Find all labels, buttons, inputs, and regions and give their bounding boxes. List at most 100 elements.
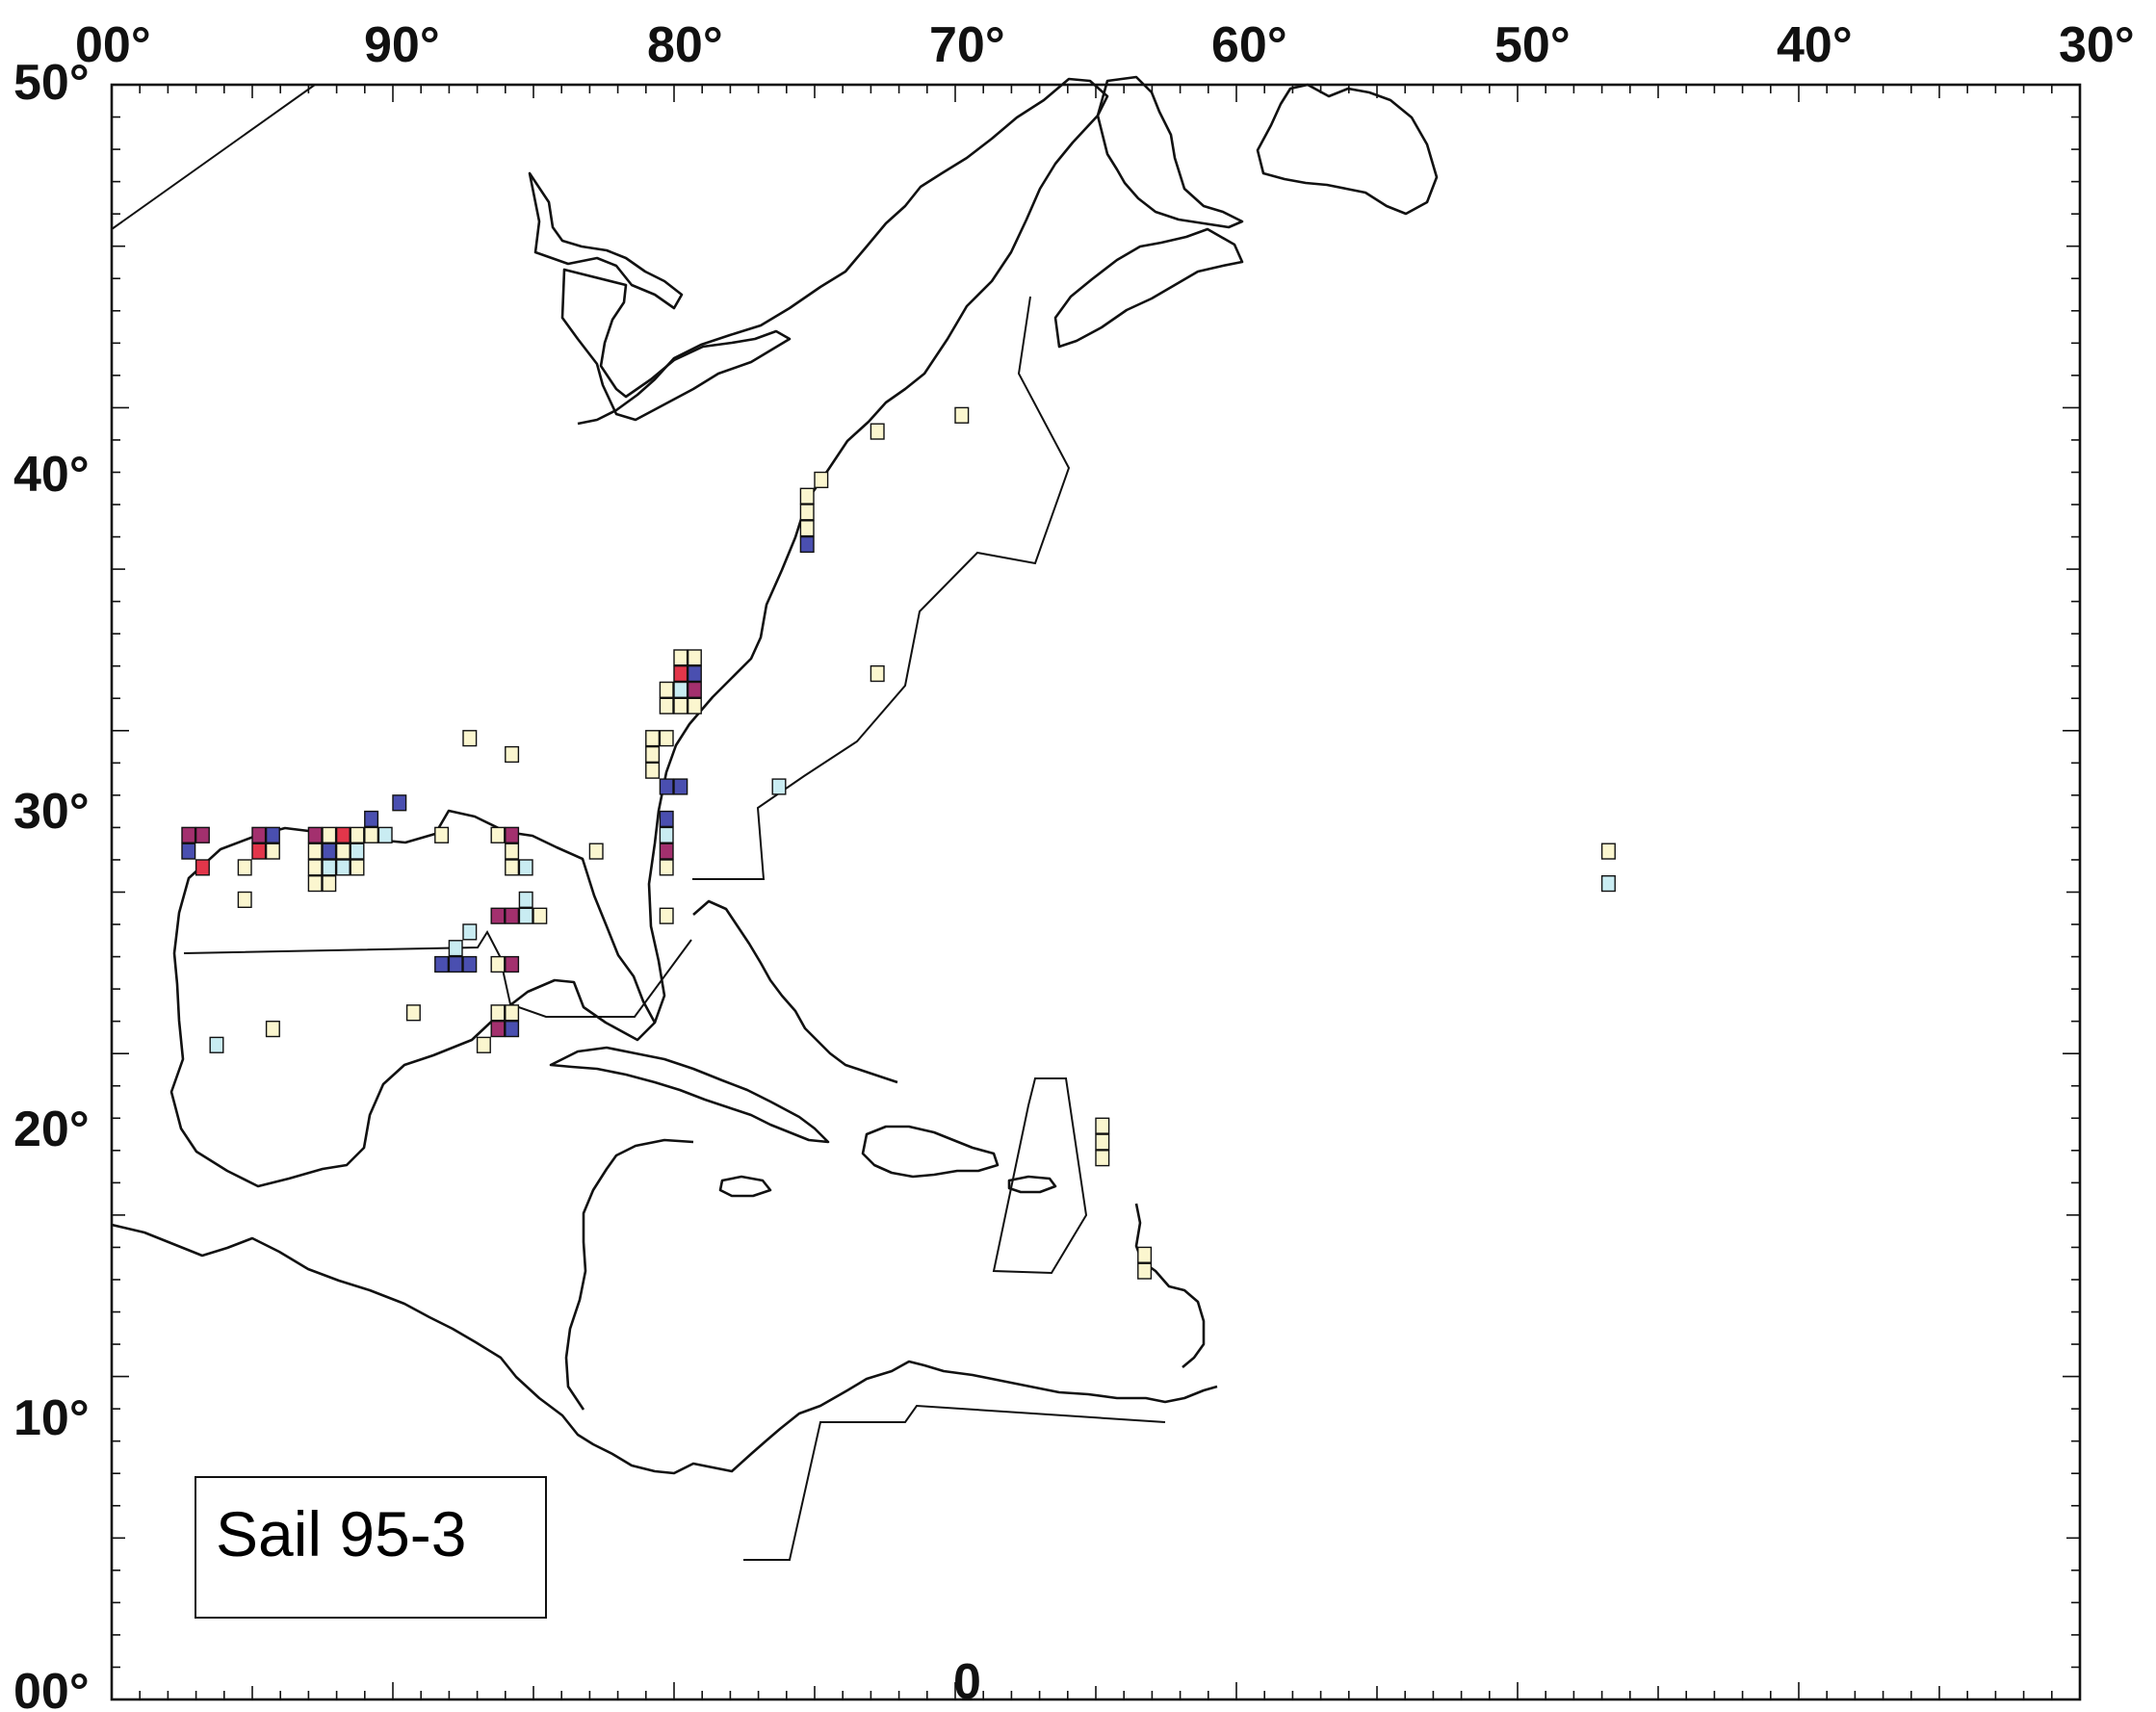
boundary-lines [111, 84, 1166, 1561]
grid-cell-blue [659, 778, 674, 795]
grid-cell-blue [659, 810, 674, 828]
grid-cell-blue [448, 955, 463, 973]
grid-cell-light-blue [209, 1036, 224, 1053]
boundary-atlantic-eez-line [692, 296, 1071, 880]
grid-cell-pale-yellow [505, 1004, 520, 1022]
grid-cell-blue [462, 955, 478, 973]
grid-cell-pale-yellow [799, 487, 815, 505]
grid-cell-pale-yellow [673, 649, 688, 666]
grid-cell-magenta [307, 826, 323, 843]
grid-cell-pale-yellow [659, 681, 674, 699]
grid-cell-pale-yellow [350, 859, 365, 876]
grid-cell-blue [181, 843, 196, 860]
grid-cell-magenta [505, 955, 520, 973]
grid-cell-red [673, 665, 688, 683]
grid-cell-pale-yellow [659, 907, 674, 924]
grid-cell-red [335, 826, 351, 843]
coast-jamaica [718, 1175, 772, 1198]
top-label-60: 60° [1211, 17, 1287, 73]
grid-cell-pale-yellow [1095, 1117, 1110, 1134]
grid-cell-light-blue [322, 859, 337, 876]
map-frame [110, 83, 2082, 1701]
grid-cell-pale-yellow [870, 665, 885, 683]
grid-cell-magenta [659, 843, 674, 860]
coast-maritimes [1053, 75, 1244, 349]
coast-bahamas [692, 899, 898, 1084]
grid-cell-pale-yellow [322, 826, 337, 843]
grid-cell-pale-yellow [673, 697, 688, 714]
grid-cell-pale-yellow [265, 843, 280, 860]
top-label-70: 70° [929, 17, 1005, 73]
grid-cell-pale-yellow [505, 843, 520, 860]
grid-cell-pale-yellow [505, 859, 520, 876]
grid-cell-blue [364, 810, 379, 828]
left-label-40: 40° [13, 447, 90, 503]
legend-box: Sail 95-3 [195, 1476, 547, 1619]
grid-cell-pale-yellow [335, 843, 351, 860]
bottom-center-label: 0 [953, 1654, 981, 1710]
grid-cell-pale-yellow [350, 826, 365, 843]
coast-central-america [111, 1138, 1218, 1475]
grid-cell-blue [799, 535, 815, 554]
left-label-50: 50° [13, 55, 90, 111]
grid-cell-pale-yellow [476, 1036, 491, 1053]
grid-cell-light-blue [462, 923, 478, 941]
grid-cell-pale-yellow [687, 649, 702, 666]
grid-cell-pale-yellow [237, 891, 252, 909]
top-label-90: 90° [364, 17, 440, 73]
boundary-caribbean-box-line [992, 1077, 1088, 1275]
top-label-80: 80° [647, 17, 723, 73]
grid-cell-pale-yellow [1095, 1150, 1110, 1167]
grid-cell-pale-yellow [814, 471, 829, 489]
coast-hispaniola [861, 1125, 1000, 1179]
grid-cell-pale-yellow [434, 826, 450, 843]
coast-great-lakes [528, 171, 792, 422]
grid-cell-blue [505, 1020, 520, 1038]
grid-cell-pale-yellow [490, 1004, 506, 1022]
observation-grid-cells [181, 406, 1616, 1280]
boundary-gulf-line [183, 929, 692, 1018]
grid-cell-pale-yellow [405, 1004, 421, 1022]
grid-cell-pale-yellow [307, 843, 323, 860]
grid-cell-pale-yellow [659, 697, 674, 714]
grid-cell-magenta [505, 826, 520, 843]
grid-cell-pale-yellow [659, 730, 674, 747]
boundary-south-line [743, 1404, 1166, 1561]
grid-cell-blue [687, 665, 702, 683]
grid-cell-pale-yellow [462, 730, 478, 747]
coastline [111, 75, 1439, 1475]
top-label-00: 00° [75, 17, 151, 73]
grid-cell-pale-yellow [1095, 1133, 1110, 1151]
legend-title: Sail 95-3 [216, 1498, 467, 1569]
grid-cell-magenta [490, 907, 506, 924]
grid-cell-light-blue [335, 859, 351, 876]
top-label-40: 40° [1777, 17, 1853, 73]
grid-cell-red [251, 843, 267, 860]
grid-cell-red [195, 859, 210, 876]
grid-cell-pale-yellow [799, 520, 815, 537]
grid-cell-light-blue [673, 681, 688, 699]
grid-cell-blue [265, 826, 280, 843]
grid-cell-pale-yellow [1137, 1262, 1153, 1280]
grid-cell-pale-yellow [505, 745, 520, 764]
grid-cell-pale-yellow [659, 859, 674, 876]
coast-gulf-of-mexico [169, 809, 657, 1188]
grid-cell-light-blue [377, 826, 393, 843]
grid-cell-pale-yellow [645, 745, 661, 764]
grid-cell-blue [673, 778, 688, 795]
grid-cell-magenta [251, 826, 267, 843]
grid-cell-light-blue [518, 907, 533, 924]
grid-cell-pale-yellow [588, 843, 604, 860]
grid-cell-light-blue [350, 843, 365, 860]
grid-cell-light-blue [518, 859, 533, 876]
grid-cell-blue [322, 843, 337, 860]
grid-cell-light-blue [659, 826, 674, 843]
coast-lesser-antilles [1134, 1203, 1206, 1368]
grid-cell-pale-yellow [1600, 843, 1616, 860]
grid-cell-light-blue [518, 891, 533, 909]
grid-cell-light-blue [448, 940, 463, 957]
coast-cuba [549, 1046, 830, 1144]
grid-cell-pale-yellow [307, 875, 323, 893]
grid-cell-magenta [687, 681, 702, 699]
grid-cell-pale-yellow [870, 423, 885, 440]
